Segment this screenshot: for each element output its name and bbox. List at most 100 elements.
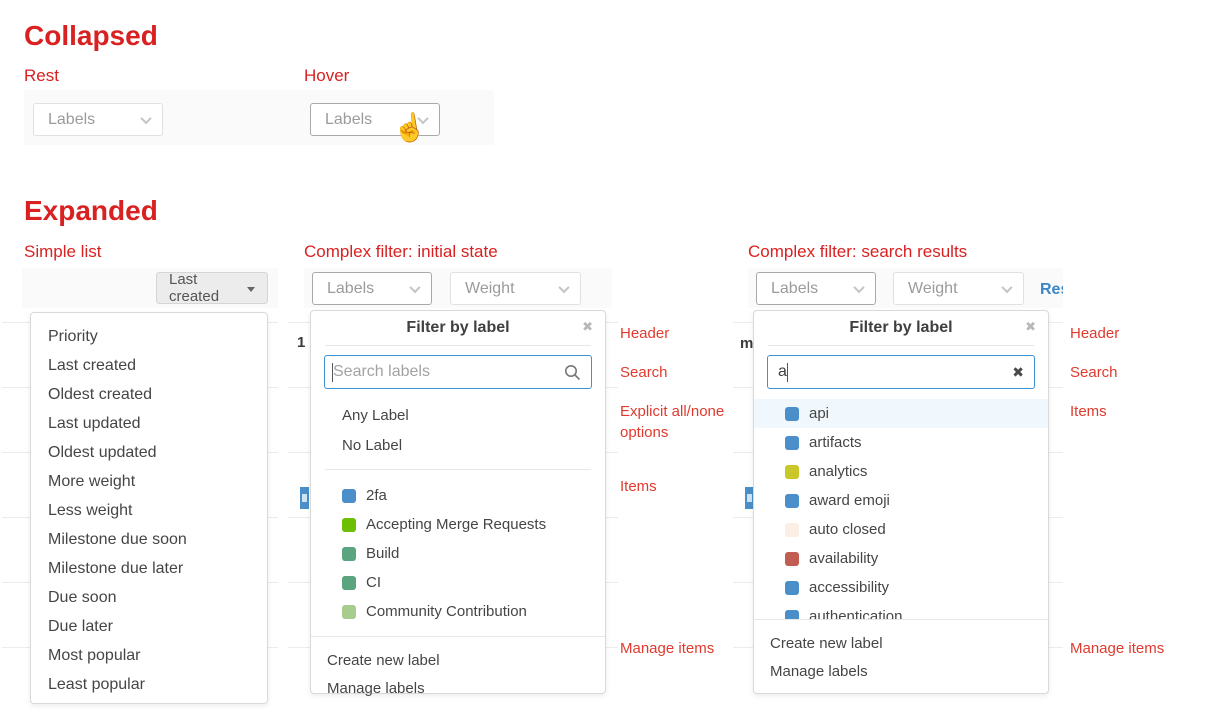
text-caret — [332, 362, 333, 382]
label-item-name: Accepting Merge Requests — [366, 516, 547, 533]
search-results-section: api artifacts analytics award emoji auto… — [754, 399, 1048, 619]
label-item[interactable]: analytics — [754, 457, 1048, 486]
panel-footer: Create new label Manage labels — [311, 636, 605, 711]
weight-filter-button[interactable]: Weight — [450, 272, 581, 305]
all-none-section: Any Label No Label — [311, 389, 605, 469]
label-color-swatch — [785, 522, 799, 537]
list-item[interactable]: Last created — [48, 356, 137, 374]
label-item-name: artifacts — [809, 434, 862, 451]
label-color-swatch — [785, 435, 799, 450]
label-item[interactable]: Accepting Merge Requests — [311, 510, 605, 539]
any-label-option[interactable]: Any Label — [342, 406, 409, 424]
label-item[interactable]: award emoji — [754, 486, 1048, 515]
search-input[interactable]: Search labels — [324, 355, 592, 389]
label-color-swatch — [342, 488, 356, 503]
list-item[interactable]: Less weight — [48, 501, 133, 519]
label-color-swatch — [785, 551, 799, 566]
list-item[interactable]: Due later — [48, 617, 113, 635]
list-item[interactable]: Most popular — [48, 646, 141, 664]
label-item[interactable]: api — [754, 399, 1048, 428]
divider — [768, 345, 1034, 346]
label-item[interactable]: artifacts — [754, 428, 1048, 457]
labels-dropdown-rest[interactable]: Labels — [33, 103, 163, 136]
label-item[interactable]: CI — [311, 568, 605, 597]
reset-link-fragment[interactable]: Res — [1040, 281, 1063, 298]
panel-footer: Create new label Manage labels — [754, 619, 1048, 694]
label-item-name: availability — [809, 550, 879, 567]
labels-dropdown-label: Labels — [48, 110, 96, 128]
labels-filter-label: Labels — [327, 279, 375, 297]
label-color-swatch — [342, 517, 356, 532]
annotation-header: Header — [620, 325, 670, 342]
close-icon[interactable]: ✖ — [582, 319, 593, 334]
label-item[interactable]: 2fa — [311, 481, 605, 510]
annotation-header: Header — [1070, 325, 1120, 342]
section-title-expanded: Expanded — [24, 195, 158, 226]
weight-filter-label: Weight — [908, 279, 958, 297]
sort-dropdown-label: Last created — [169, 271, 220, 305]
label-item[interactable]: Community Contribution — [311, 597, 605, 626]
label-item-name: 2fa — [366, 487, 387, 504]
sort-dropdown-button[interactable]: Last created — [156, 271, 268, 305]
label-item-name: Community Contribution — [366, 603, 527, 620]
create-new-label-link[interactable]: Create new label — [770, 634, 883, 652]
chevron-down-icon — [853, 281, 865, 293]
list-item[interactable]: Milestone due soon — [48, 530, 187, 548]
triangle-down-icon — [247, 286, 255, 292]
labels-filter-label: Labels — [771, 279, 819, 297]
annotation-search: Search — [1070, 364, 1118, 381]
close-icon[interactable]: ✖ — [1025, 319, 1036, 334]
list-item[interactable]: More weight — [48, 472, 136, 490]
search-input[interactable]: a ✖ — [767, 355, 1035, 389]
divider — [325, 469, 591, 470]
annotation-items: Items — [620, 478, 657, 495]
label-color-swatch — [342, 546, 356, 561]
labels-filter-button[interactable]: Labels — [756, 272, 876, 305]
label-filter-dropdown-panel: Filter by label ✖ Search labels Any Labe… — [310, 310, 606, 697]
label-color-swatch — [785, 493, 799, 508]
label-item-name: analytics — [809, 463, 868, 480]
label-item[interactable]: availability — [754, 544, 1048, 573]
label-color-swatch — [785, 464, 799, 479]
list-item[interactable]: Priority — [48, 327, 98, 345]
no-label-option[interactable]: No Label — [342, 436, 403, 454]
panel-header: Filter by label ✖ — [754, 311, 1048, 345]
search-placeholder: Search labels — [333, 363, 430, 380]
text-caret — [786, 362, 788, 382]
list-item[interactable]: Milestone due later — [48, 559, 184, 577]
chevron-down-icon — [1001, 281, 1013, 293]
weight-filter-button[interactable]: Weight — [893, 272, 1024, 305]
chevron-down-icon — [140, 112, 152, 124]
label-item[interactable]: Build — [311, 539, 605, 568]
create-new-label-link[interactable]: Create new label — [327, 651, 440, 669]
list-item[interactable]: Oldest updated — [48, 443, 157, 461]
variant-label-complex-search: Complex filter: search results — [748, 242, 968, 261]
list-item[interactable]: Last updated — [48, 414, 141, 432]
label-color-swatch — [785, 609, 799, 619]
label-item[interactable]: accessibility — [754, 573, 1048, 602]
list-item[interactable]: Least popular — [48, 675, 145, 693]
labels-dropdown-hover[interactable]: Labels — [310, 103, 440, 136]
label-item[interactable]: auto closed — [754, 515, 1048, 544]
list-item[interactable]: Due soon — [48, 588, 117, 606]
manage-labels-link[interactable]: Manage labels — [770, 662, 868, 680]
label-item-name: award emoji — [809, 492, 890, 509]
labels-filter-button[interactable]: Labels — [312, 272, 432, 305]
label-filter-dropdown-panel-search: Filter by label ✖ a ✖ api artifacts anal… — [753, 310, 1049, 694]
annotation-manage-items: Manage items — [1070, 640, 1165, 657]
variant-label-simple-list: Simple list — [24, 242, 102, 261]
label-color-swatch — [342, 575, 356, 590]
list-item[interactable]: Oldest created — [48, 385, 153, 403]
label-item-clipped[interactable]: authentication — [754, 602, 1048, 619]
panel-header: Filter by label ✖ — [311, 311, 605, 345]
annotation-items: Items — [1070, 403, 1107, 420]
clear-search-icon[interactable]: ✖ — [1012, 363, 1024, 380]
state-label-rest: Rest — [24, 66, 59, 85]
background-label-chip-fragment — [300, 487, 309, 509]
state-label-hover: Hover — [304, 66, 350, 85]
annotation-all-none: Explicit all/none options — [620, 403, 725, 441]
manage-labels-link[interactable]: Manage labels — [327, 679, 425, 697]
label-color-swatch — [785, 406, 799, 421]
annotation-manage-items: Manage items — [620, 640, 715, 657]
section-title-collapsed: Collapsed — [24, 20, 158, 51]
